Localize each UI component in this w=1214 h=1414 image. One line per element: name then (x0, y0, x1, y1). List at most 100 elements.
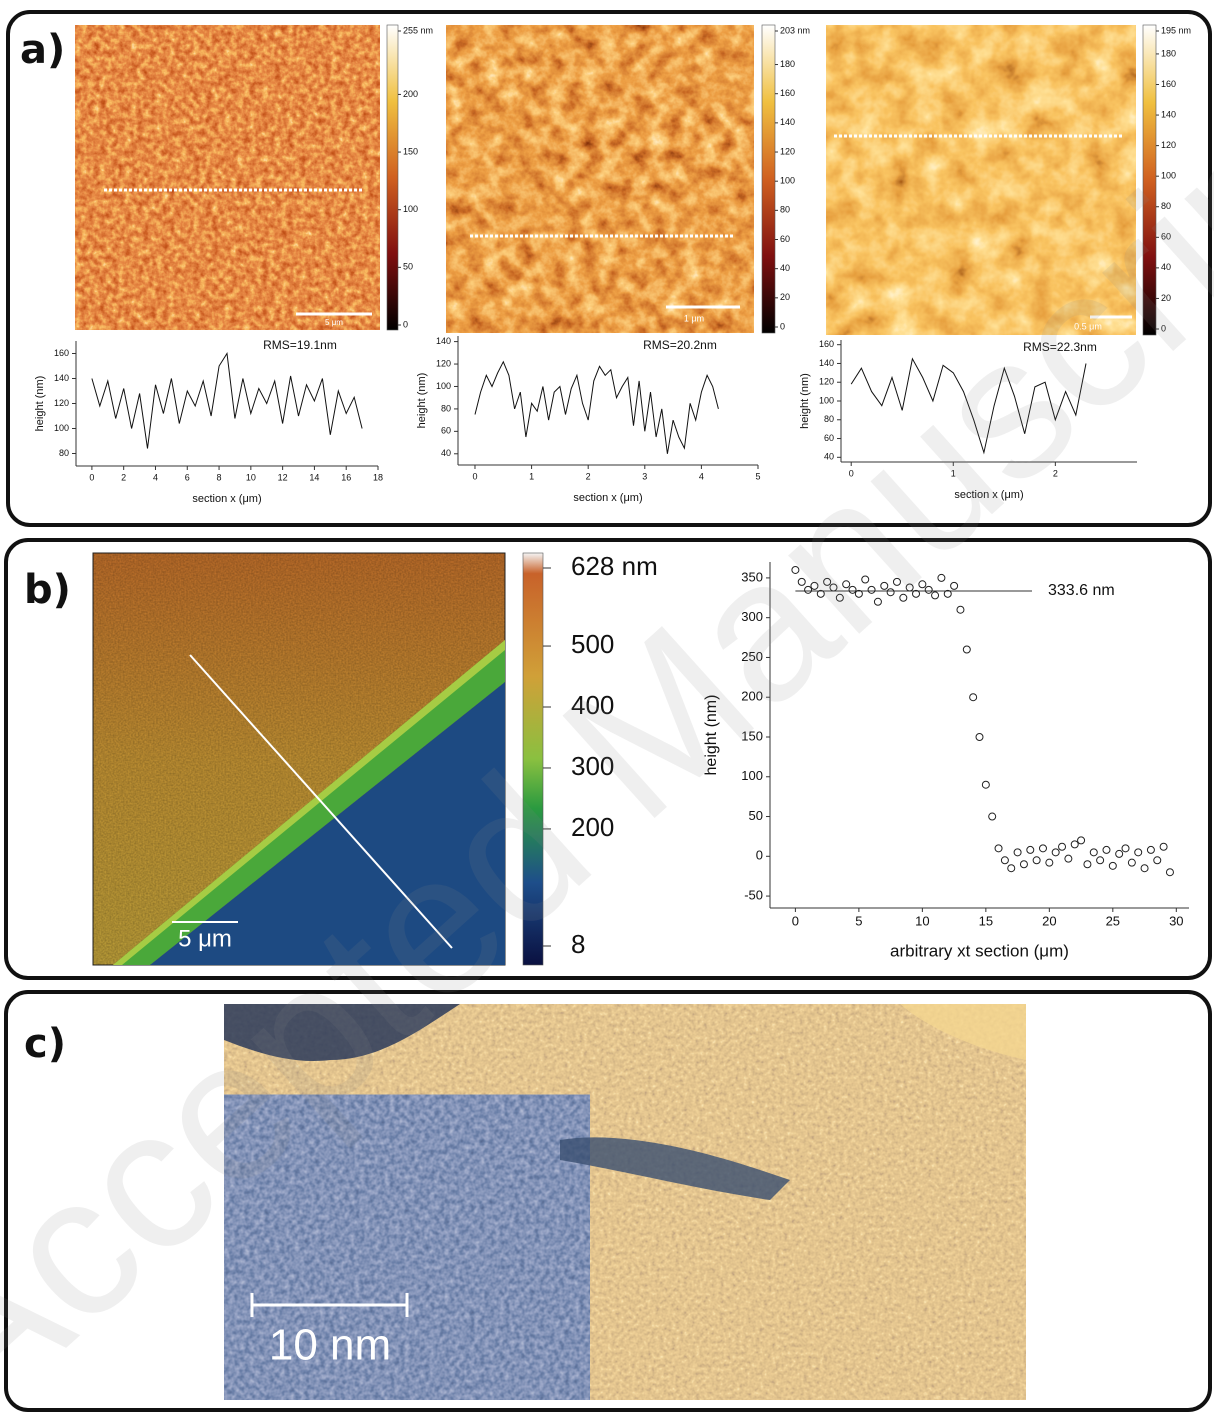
y-tick-label: 200 (741, 689, 763, 704)
data-point (791, 565, 800, 574)
colorbar-label: 100 (1161, 171, 1176, 181)
annotation: RMS=22.3nm (1023, 340, 1097, 354)
x-tick-label: 10 (915, 913, 929, 928)
data-point (1013, 848, 1022, 857)
y-axis-label: height (nm) (799, 373, 811, 429)
profile-line (474, 360, 719, 454)
colorbar-label: 80 (780, 205, 790, 215)
colorbar-label: 100 (780, 176, 795, 186)
colorbar-label: 40 (780, 263, 790, 273)
y-tick-label: 160 (54, 348, 69, 358)
data-point (1026, 845, 1035, 854)
x-tick-label: 1 (529, 471, 534, 481)
colorbar (522, 552, 544, 966)
y-tick-label: 120 (436, 358, 451, 368)
x-tick-label: 25 (1106, 913, 1120, 928)
x-tick-label: 18 (373, 472, 383, 482)
data-point (1058, 842, 1067, 851)
x-tick-label: 0 (89, 472, 94, 482)
data-point (912, 589, 921, 598)
y-tick-label: 80 (441, 403, 451, 413)
stm-image (224, 1004, 1026, 1400)
colorbar-label: 180 (780, 59, 795, 69)
colorbar-label: 628 nm (571, 551, 658, 581)
data-point (931, 591, 940, 600)
data-point (829, 583, 838, 592)
colorbar-label: 500 (571, 629, 614, 659)
data-point (835, 593, 844, 602)
data-point (1007, 864, 1016, 873)
data-point (1096, 856, 1105, 865)
colorbar-label: 100 (403, 204, 418, 214)
y-tick-label: 100 (54, 423, 69, 433)
data-point (1146, 845, 1155, 854)
colorbar-label: 140 (1161, 109, 1176, 119)
y-tick-label: 100 (741, 768, 763, 783)
profile-line (850, 357, 1087, 455)
data-point (1127, 858, 1136, 867)
data-point (873, 597, 882, 606)
colorbar-label: 40 (1161, 262, 1171, 272)
y-tick-label: 60 (824, 433, 834, 443)
scale-bar-label: 5 μm (178, 925, 232, 952)
x-tick-label: 4 (699, 471, 704, 481)
x-tick-label: 5 (855, 913, 862, 928)
scale-bar-label: 0.5 μm (1074, 321, 1102, 331)
panel-label: c) (24, 1021, 66, 1067)
x-tick-label: 2 (586, 471, 591, 481)
colorbar-label: 200 (571, 812, 614, 842)
profile-line (91, 352, 363, 449)
data-point (956, 605, 965, 614)
x-tick-label: 12 (278, 472, 288, 482)
data-point (975, 732, 984, 741)
colorbar-label: 203 nm (780, 25, 810, 35)
x-tick-label: 8 (217, 472, 222, 482)
x-tick-label: 4 (153, 472, 158, 482)
y-tick-label: 300 (741, 609, 763, 624)
x-tick-label: 10 (246, 472, 256, 482)
x-tick-label: 20 (1042, 913, 1056, 928)
x-tick-label: 16 (341, 472, 351, 482)
data-point (797, 577, 806, 586)
data-point (905, 583, 914, 592)
x-tick-label: 0 (472, 471, 477, 481)
x-axis-label: section x (μm) (192, 493, 261, 505)
data-point (988, 812, 997, 821)
stm-region (560, 1137, 790, 1200)
x-tick-label: 2 (1053, 468, 1058, 478)
colorbar-label: 80 (1161, 201, 1171, 211)
x-axis-label: arbitrary xt section (μm) (890, 941, 1069, 960)
colorbar-label: 255 nm (403, 25, 433, 35)
colorbar-label: 195 nm (1161, 25, 1191, 35)
x-tick-label: 0 (849, 468, 854, 478)
data-point (810, 581, 819, 590)
afm-image (446, 25, 754, 333)
step-edge (113, 640, 505, 965)
y-tick-label: 100 (436, 381, 451, 391)
y-axis-label: height (nm) (416, 373, 428, 429)
data-point (937, 573, 946, 582)
data-point (918, 580, 927, 589)
annotation: 333.6 nm (1048, 582, 1115, 599)
data-point (1083, 860, 1092, 869)
stm-region (900, 1004, 1026, 1060)
y-tick-label: 350 (741, 569, 763, 584)
y-tick-label: 250 (741, 649, 763, 664)
y-axis-label: height (nm) (34, 376, 46, 432)
colorbar-label: 160 (1161, 79, 1176, 89)
x-axis-label: section x (μm) (954, 489, 1023, 501)
colorbar-label: 150 (403, 146, 418, 156)
y-axis-label: height (nm) (703, 695, 720, 776)
data-point (892, 577, 901, 586)
colorbar (386, 24, 399, 331)
y-tick-label: 140 (54, 373, 69, 383)
y-tick-label: 100 (819, 395, 834, 405)
data-point (1089, 848, 1098, 857)
scale-bar-label: 10 nm (269, 1321, 391, 1370)
y-tick-label: 140 (436, 336, 451, 346)
data-point (1115, 849, 1124, 858)
data-point (950, 581, 959, 590)
data-point (1121, 844, 1130, 853)
data-point (842, 580, 851, 589)
data-point (1038, 844, 1047, 853)
